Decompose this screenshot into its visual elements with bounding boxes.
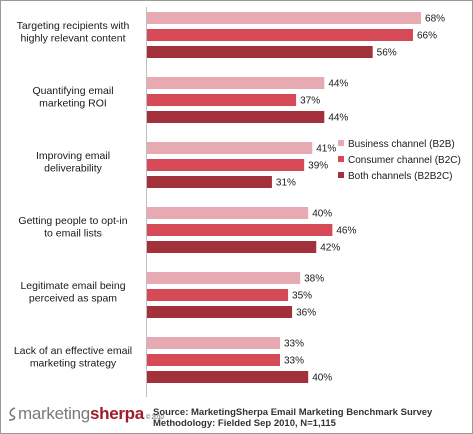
source-line: Source: MarketingSherpa Email Marketing … bbox=[153, 407, 433, 418]
bar-roi-series-1 bbox=[147, 77, 325, 89]
bar-deliverability-series-3 bbox=[147, 176, 272, 188]
bar-opt-in-series-3 bbox=[147, 241, 317, 253]
data-label-roi-series-2: 37% bbox=[300, 96, 320, 107]
bar-targeting-series-2 bbox=[147, 29, 413, 41]
data-label-spam-series-3: 36% bbox=[296, 308, 316, 319]
category-label-targeting: Targeting recipients with highly relevant… bbox=[17, 20, 130, 45]
data-label-opt-in-series-3: 42% bbox=[320, 243, 340, 254]
logo-part-sherpa: sherpa bbox=[89, 404, 144, 423]
bar-spam-series-1 bbox=[147, 272, 301, 284]
bar-deliverability-series-2 bbox=[147, 159, 305, 171]
data-label-strategy-series-2: 33% bbox=[284, 356, 304, 367]
logo-copyright: © 2010 bbox=[145, 415, 164, 421]
data-label-spam-series-2: 35% bbox=[292, 291, 312, 302]
data-label-targeting-series-2: 66% bbox=[417, 31, 437, 42]
bar-opt-in-series-2 bbox=[147, 224, 333, 236]
data-label-deliverability-series-1: 41% bbox=[316, 144, 336, 155]
data-label-roi-series-3: 44% bbox=[328, 113, 348, 124]
bar-roi-series-3 bbox=[147, 111, 325, 123]
legend-label-series-2: Consumer channel (B2C) bbox=[348, 155, 461, 166]
bar-strategy-series-2 bbox=[147, 354, 280, 366]
legend-swatch-series-2 bbox=[338, 156, 344, 162]
source-note: Source: MarketingSherpa Email Marketing … bbox=[153, 407, 432, 429]
data-label-roi-series-1: 44% bbox=[328, 79, 348, 90]
legend-label-series-3: Both channels (B2B2C) bbox=[348, 171, 453, 182]
bar-spam-series-3 bbox=[147, 306, 293, 318]
category-label-deliverability: Improving email deliverability bbox=[36, 150, 110, 175]
data-label-opt-in-series-2: 46% bbox=[336, 226, 356, 237]
bar-chart: Targeting recipients with highly relevant… bbox=[14, 7, 461, 397]
logo-swirl-icon bbox=[8, 407, 16, 421]
category-label-spam: Legitimate email being perceived as spam bbox=[20, 280, 125, 305]
bar-opt-in-series-1 bbox=[147, 207, 309, 219]
data-label-spam-series-1: 38% bbox=[304, 274, 324, 285]
marketingsherpa-logo: marketingsherpa © 2010 bbox=[7, 404, 164, 423]
data-label-targeting-series-3: 56% bbox=[377, 48, 397, 59]
bar-deliverability-series-1 bbox=[147, 142, 313, 154]
bar-strategy-series-3 bbox=[147, 371, 309, 383]
category-label-strategy: Lack of an effective email marketing stra… bbox=[14, 345, 132, 370]
bar-targeting-series-3 bbox=[147, 46, 373, 58]
legend-swatch-series-1 bbox=[338, 140, 344, 146]
data-label-deliverability-series-2: 39% bbox=[308, 161, 328, 172]
bar-roi-series-2 bbox=[147, 94, 297, 106]
category-label-opt-in: Getting people to opt-in to email lists bbox=[18, 215, 127, 240]
bar-spam-series-2 bbox=[147, 289, 289, 301]
logo-part-marketing: marketing bbox=[18, 404, 90, 423]
data-label-strategy-series-1: 33% bbox=[284, 339, 304, 350]
data-label-targeting-series-1: 68% bbox=[425, 14, 445, 25]
legend-label-series-1: Business channel (B2B) bbox=[348, 139, 455, 150]
legend-swatch-series-3 bbox=[338, 172, 344, 178]
bar-targeting-series-1 bbox=[147, 12, 422, 24]
data-label-opt-in-series-1: 40% bbox=[312, 209, 332, 220]
bar-strategy-series-1 bbox=[147, 337, 280, 349]
category-label-roi: Quantifying email marketing ROI bbox=[32, 85, 113, 110]
data-label-strategy-series-3: 40% bbox=[312, 373, 332, 384]
data-label-deliverability-series-3: 31% bbox=[276, 178, 296, 189]
methodology-line: Methodology: Fielded Sep 2010, N=1,115 bbox=[153, 418, 336, 429]
